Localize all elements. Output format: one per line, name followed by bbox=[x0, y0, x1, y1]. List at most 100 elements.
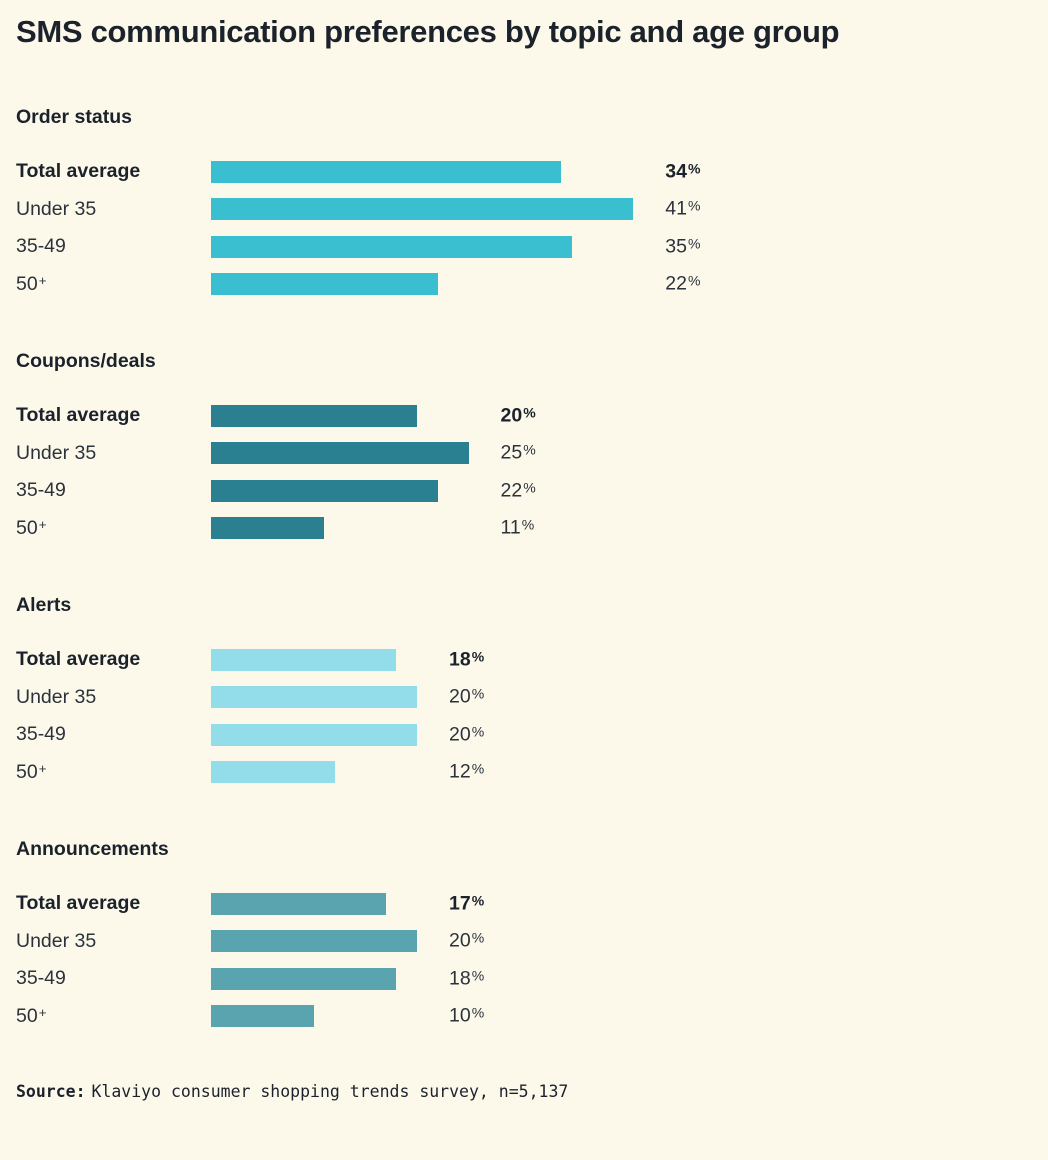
percent-sign: % bbox=[471, 1004, 485, 1021]
topic-rows: Total average 34% Under 35 41% 35-49 35%… bbox=[16, 153, 1032, 303]
bar-area: 20% bbox=[211, 723, 1032, 746]
bar-row: 35-49 20% bbox=[16, 716, 1032, 754]
bar-row: Under 35 20% bbox=[16, 923, 1032, 961]
bar-row: Total average 20% bbox=[16, 397, 1032, 435]
bar-row: 50+ 10% bbox=[16, 998, 1032, 1036]
age-group-label: 35-49 bbox=[16, 723, 66, 746]
bar-row: Total average 18% bbox=[16, 641, 1032, 679]
bar-area: 11% bbox=[211, 517, 1032, 540]
topic-title: Alerts bbox=[16, 594, 72, 616]
bar-area: 12% bbox=[211, 760, 1032, 784]
bar-row: 50+ 11% bbox=[16, 510, 1032, 548]
value-label: 25% bbox=[501, 442, 536, 465]
age-group-label: 35-49 bbox=[16, 235, 66, 258]
value-number: 18 bbox=[449, 967, 471, 990]
value-number: 35 bbox=[665, 235, 687, 258]
percent-sign: % bbox=[471, 929, 485, 946]
bar bbox=[211, 648, 397, 671]
bar-row: 35-49 35% bbox=[16, 228, 1032, 266]
bar bbox=[211, 404, 417, 427]
age-group-label: Under 35 bbox=[16, 685, 97, 708]
bar-row: Under 35 20% bbox=[16, 679, 1032, 717]
bar-area: 10% bbox=[211, 1005, 1032, 1028]
value-number: 20 bbox=[449, 929, 471, 952]
bar-row: Under 35 41% bbox=[16, 191, 1032, 229]
source-label: Source: bbox=[16, 1082, 86, 1101]
age-group-label: Total average bbox=[16, 404, 141, 427]
plus-superscript: + bbox=[38, 760, 47, 776]
value-number: 34 bbox=[665, 160, 687, 183]
value-number: 17 bbox=[449, 892, 471, 915]
value-number: 11 bbox=[500, 516, 521, 539]
value-label: 18% bbox=[449, 967, 484, 990]
bar bbox=[211, 1005, 314, 1028]
value-label: 17% bbox=[449, 892, 484, 915]
age-group-label: Under 35 bbox=[16, 197, 97, 220]
bar bbox=[211, 479, 438, 502]
age-group-label: 35-49 bbox=[16, 967, 66, 990]
percent-sign: % bbox=[471, 892, 485, 909]
source-note: Source: Klaviyo consumer shopping trends … bbox=[16, 1082, 1032, 1101]
bar-area: 18% bbox=[211, 967, 1032, 990]
value-number: 22 bbox=[665, 272, 687, 295]
value-label: 35% bbox=[665, 235, 700, 258]
bar-row: 50+ 12% bbox=[16, 754, 1032, 792]
bar bbox=[211, 517, 325, 540]
topic-title: Order status bbox=[16, 106, 132, 128]
value-number: 22 bbox=[500, 479, 523, 502]
value-label: 10% bbox=[449, 1005, 484, 1028]
value-number: 20 bbox=[500, 404, 523, 427]
topic-section: Announcements Total average 17% Under 35… bbox=[16, 838, 1032, 1035]
age-group-label: 35-49 bbox=[16, 479, 66, 502]
bar-row: 50+ 22% bbox=[16, 266, 1032, 304]
percent-sign: % bbox=[471, 723, 485, 740]
value-number: 25 bbox=[500, 441, 523, 464]
percent-sign: % bbox=[471, 648, 485, 665]
bar bbox=[211, 160, 562, 183]
value-label: 18% bbox=[449, 648, 484, 671]
bar bbox=[211, 273, 438, 296]
value-label: 20% bbox=[449, 723, 484, 746]
value-number: 18 bbox=[449, 648, 471, 671]
bar-area: 22% bbox=[211, 273, 1032, 296]
value-number: 10 bbox=[449, 1004, 471, 1027]
topic-rows: Total average 20% Under 35 25% 35-49 22%… bbox=[16, 397, 1032, 547]
age-group-label: Total average bbox=[16, 160, 141, 183]
value-number: 20 bbox=[449, 685, 471, 708]
value-label: 41% bbox=[665, 198, 700, 221]
bar bbox=[211, 761, 335, 784]
age-group-label: 50+ bbox=[16, 516, 47, 539]
age-group-label: Under 35 bbox=[16, 929, 97, 952]
bar bbox=[211, 967, 397, 990]
source-text: Klaviyo consumer shopping trends survey,… bbox=[91, 1082, 569, 1101]
bar-area: 20% bbox=[211, 686, 1032, 709]
infographic: SMS communication preferences by topic a… bbox=[16, 14, 1032, 1101]
bar bbox=[211, 198, 634, 221]
bar-row: Under 35 25% bbox=[16, 435, 1032, 473]
age-group-label: Under 35 bbox=[16, 441, 97, 464]
percent-sign: % bbox=[471, 967, 485, 984]
bar-area: 17% bbox=[211, 892, 1032, 915]
bar bbox=[211, 235, 572, 258]
chart: Order status Total average 34% Under 35 … bbox=[16, 106, 1032, 1035]
plus-superscript: + bbox=[38, 516, 47, 532]
value-label: 20% bbox=[449, 686, 484, 709]
bar bbox=[211, 930, 417, 953]
bar-area: 18% bbox=[211, 648, 1032, 671]
age-group-label: 50+ bbox=[16, 760, 47, 783]
percent-sign: % bbox=[471, 760, 485, 777]
value-number: 20 bbox=[449, 723, 471, 746]
bar-area: 35% bbox=[211, 235, 1032, 258]
topic-section: Order status Total average 34% Under 35 … bbox=[16, 106, 1032, 303]
bar-area: 41% bbox=[211, 198, 1032, 221]
value-label: 11% bbox=[501, 517, 535, 540]
topic-rows: Total average 18% Under 35 20% 35-49 20%… bbox=[16, 641, 1032, 791]
age-group-label: Total average bbox=[16, 648, 141, 671]
value-label: 22% bbox=[665, 273, 700, 296]
bar-row: Total average 34% bbox=[16, 153, 1032, 191]
percent-sign: % bbox=[523, 441, 536, 458]
value-number: 12 bbox=[449, 760, 471, 783]
bar-row: 35-49 18% bbox=[16, 960, 1032, 998]
page-title: SMS communication preferences by topic a… bbox=[16, 14, 840, 49]
bar bbox=[211, 442, 469, 465]
